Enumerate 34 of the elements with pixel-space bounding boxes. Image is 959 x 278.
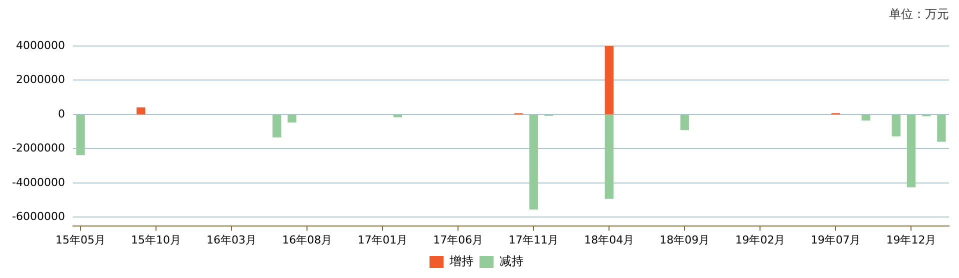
x-tick-label: 19年12月	[886, 233, 936, 246]
x-tick-label: 18年09月	[660, 233, 710, 246]
x-tick-label: 16年03月	[206, 233, 257, 246]
x-tick-label: 18年04月	[584, 233, 634, 246]
legend-label: 减持	[500, 254, 524, 268]
bar	[529, 114, 538, 210]
x-tick-label: 16年08月	[282, 233, 332, 246]
x-tick-label: 19年07月	[810, 233, 861, 246]
x-tick-label: 17年11月	[508, 233, 559, 246]
bar	[136, 107, 146, 114]
bar	[604, 114, 614, 199]
y-tick-label: 4000000	[16, 38, 65, 52]
x-tick-label: 17年01月	[358, 233, 408, 246]
bar	[272, 114, 282, 138]
bar	[892, 114, 900, 136]
text: 单位：万元	[889, 6, 949, 23]
bar	[680, 114, 690, 130]
x-tick-label: 15年05月	[56, 233, 106, 246]
bar	[288, 114, 296, 123]
y-tick-label: -2000000	[12, 142, 65, 155]
x-tick-label: 17年06月	[433, 233, 484, 246]
bar	[393, 114, 402, 118]
legend-label: 增持	[448, 254, 474, 268]
y-tick-label: 0	[58, 107, 65, 120]
bar	[604, 46, 614, 114]
bar	[862, 114, 870, 120]
x-tick-label: 15年10月	[131, 233, 182, 246]
bar	[906, 114, 916, 188]
bar	[76, 114, 85, 156]
y-tick-label: 2000000	[16, 73, 65, 86]
bar	[937, 114, 946, 142]
y-tick-label: -6000000	[12, 210, 65, 224]
y-tick-label: -4000000	[12, 176, 65, 189]
x-tick-label: 19年02月	[735, 233, 786, 246]
